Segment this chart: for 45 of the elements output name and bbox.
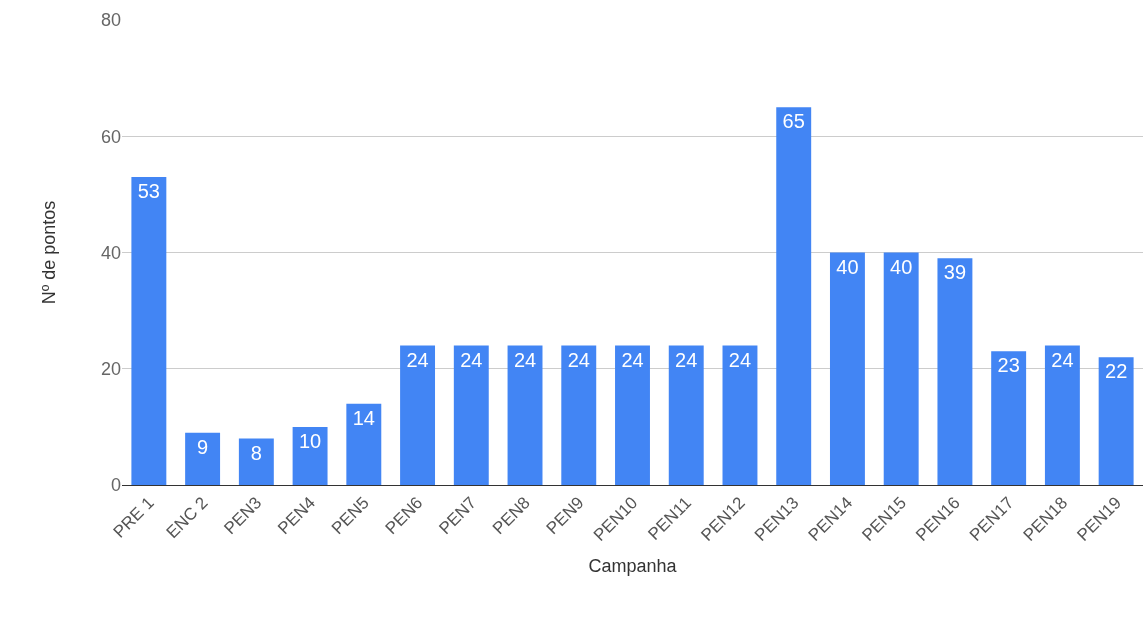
bar (507, 345, 543, 485)
data-label: 24 (460, 348, 483, 371)
y-tick-label: 40 (100, 242, 121, 263)
data-label: 24 (675, 348, 698, 371)
bar (668, 345, 704, 485)
data-label: 10 (298, 429, 322, 452)
bar (292, 426, 328, 485)
data-label: 22 (1105, 360, 1128, 383)
bar (400, 345, 436, 485)
data-label: 24 (1051, 348, 1074, 371)
data-label: 53 (137, 179, 160, 202)
data-label: 65 (782, 110, 805, 133)
bar (1098, 357, 1134, 485)
bar (185, 432, 221, 485)
bar (238, 438, 274, 485)
data-label: 8 (250, 441, 262, 464)
bar (991, 351, 1027, 485)
bar (453, 345, 489, 485)
bar (829, 252, 865, 485)
data-label: 24 (513, 348, 537, 371)
y-tick-label: 80 (100, 10, 121, 31)
bar (776, 107, 812, 485)
data-label: 40 (890, 255, 913, 278)
bar (346, 403, 382, 485)
y-tick-label: 20 (100, 359, 121, 380)
data-label: 14 (352, 406, 375, 429)
bar (1044, 345, 1080, 485)
x-axis-title: Campanha (588, 555, 678, 576)
data-label: 24 (728, 348, 752, 371)
data-label: 24 (567, 348, 590, 371)
data-label: 23 (997, 354, 1020, 377)
y-tick-label: 60 (100, 126, 121, 147)
bar (722, 345, 758, 485)
bar (131, 176, 167, 485)
y-axis-title: Nº de pontos (39, 200, 60, 305)
y-tick-label: 0 (110, 475, 121, 496)
data-label: 40 (836, 255, 859, 278)
data-label: 24 (406, 348, 429, 371)
data-label: 24 (621, 348, 644, 371)
bar (883, 252, 919, 485)
data-label: 39 (943, 261, 967, 284)
bar (561, 345, 597, 485)
bar (615, 345, 650, 485)
bar (937, 258, 973, 485)
data-label: 9 (197, 435, 209, 458)
